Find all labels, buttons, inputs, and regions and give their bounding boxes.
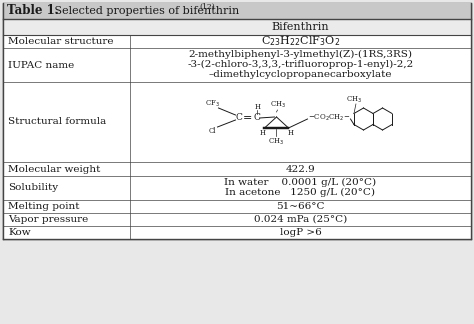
Text: Cl: Cl bbox=[209, 127, 216, 135]
Bar bbox=[3, 19, 471, 35]
Text: 422.9: 422.9 bbox=[286, 165, 315, 173]
Text: In acetone   1250 g/L (20°C): In acetone 1250 g/L (20°C) bbox=[226, 188, 375, 197]
Text: =: = bbox=[243, 113, 252, 123]
Text: Solubility: Solubility bbox=[8, 183, 58, 192]
Text: H: H bbox=[288, 129, 293, 137]
Text: H: H bbox=[255, 103, 261, 111]
Text: Bifenthrin: Bifenthrin bbox=[272, 22, 329, 32]
Text: (12): (12) bbox=[199, 3, 215, 11]
Bar bbox=[3, 82, 471, 162]
Text: 0.024 mPa (25°C): 0.024 mPa (25°C) bbox=[254, 215, 347, 224]
Text: H: H bbox=[259, 129, 265, 137]
Bar bbox=[3, 226, 471, 239]
Text: CF$_3$: CF$_3$ bbox=[205, 99, 220, 109]
Text: Selected properties of bifenthrin: Selected properties of bifenthrin bbox=[51, 6, 239, 16]
Bar bbox=[3, 162, 471, 176]
Text: 51~66°C: 51~66°C bbox=[276, 202, 325, 211]
Bar bbox=[3, 200, 471, 213]
Text: CH$_3$: CH$_3$ bbox=[268, 137, 284, 147]
Text: IUPAC name: IUPAC name bbox=[8, 61, 74, 70]
Bar bbox=[3, 3, 471, 19]
Text: $-$CO$_2$CH$_2$$-$: $-$CO$_2$CH$_2$$-$ bbox=[309, 113, 351, 123]
Text: CH$_3$: CH$_3$ bbox=[270, 100, 287, 110]
Text: In water    0.0001 g/L (20°C): In water 0.0001 g/L (20°C) bbox=[224, 178, 376, 187]
Text: C: C bbox=[253, 113, 260, 122]
Text: -3-(2-chloro-3,3,3,-trifluoroprop-1-enyl)-2,2: -3-(2-chloro-3,3,3,-trifluoroprop-1-enyl… bbox=[187, 60, 414, 69]
Text: Structural formula: Structural formula bbox=[8, 118, 106, 126]
Text: 2-methylbiphenyl-3-ylmethyl(Z)-(1RS,3RS): 2-methylbiphenyl-3-ylmethyl(Z)-(1RS,3RS) bbox=[189, 50, 412, 59]
Text: Table 1.: Table 1. bbox=[7, 5, 59, 17]
Text: Molecular weight: Molecular weight bbox=[8, 165, 100, 173]
Bar bbox=[3, 213, 471, 226]
Bar bbox=[3, 48, 471, 82]
Bar bbox=[3, 3, 471, 239]
Bar bbox=[3, 176, 471, 200]
Text: logP >6: logP >6 bbox=[280, 228, 321, 237]
Text: CH$_3$: CH$_3$ bbox=[346, 95, 362, 105]
Bar bbox=[3, 35, 471, 48]
Text: Vapor pressure: Vapor pressure bbox=[8, 215, 88, 224]
Text: Melting point: Melting point bbox=[8, 202, 80, 211]
Text: C$_{23}$H$_{22}$ClF$_{3}$O$_{2}$: C$_{23}$H$_{22}$ClF$_{3}$O$_{2}$ bbox=[261, 35, 340, 48]
Text: Kow: Kow bbox=[8, 228, 31, 237]
Text: –dimethylcyclopropanecarboxylate: –dimethylcyclopropanecarboxylate bbox=[209, 70, 392, 79]
Text: Molecular structure: Molecular structure bbox=[8, 37, 113, 46]
Text: C: C bbox=[235, 113, 242, 122]
